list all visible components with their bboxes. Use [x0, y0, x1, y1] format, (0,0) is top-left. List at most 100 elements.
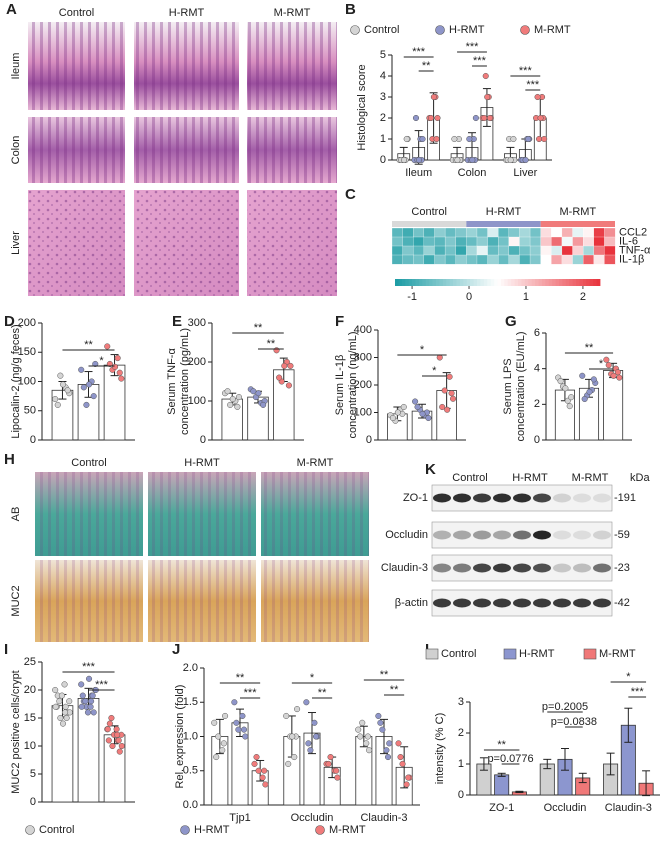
- data-point: [397, 754, 404, 761]
- legend-label: M-RMT: [534, 24, 571, 36]
- heatmap-cell: [551, 227, 563, 238]
- row-label: Ileum: [10, 53, 22, 80]
- heatmap-cell: [487, 227, 499, 238]
- data-point: [419, 410, 426, 417]
- y-tick-label: 4: [380, 70, 386, 82]
- data-point: [449, 395, 457, 402]
- heatmap-cell: [498, 227, 510, 238]
- staining-texture: [35, 560, 143, 642]
- data-point: [448, 390, 455, 397]
- data-point: [355, 726, 362, 733]
- blot-band: [573, 563, 591, 573]
- heatmap-cell: [423, 245, 435, 256]
- error-bar: [578, 772, 587, 784]
- colorbar-step: [425, 279, 430, 286]
- significance-label: **: [318, 687, 327, 699]
- blot-band: [433, 563, 451, 573]
- data-point: [305, 740, 312, 747]
- blot-band: [593, 493, 611, 503]
- data-point: [377, 719, 384, 726]
- blot-band: [513, 563, 531, 573]
- y-tick-label: 0: [30, 434, 36, 446]
- y-tick-label: 0: [534, 434, 540, 446]
- data-point: [412, 398, 419, 405]
- error-bar: [624, 707, 633, 743]
- data-point: [259, 774, 266, 781]
- y-tick-label: 20: [24, 684, 36, 696]
- data-point: [403, 135, 410, 143]
- heatmap-cell: [572, 245, 584, 256]
- blot-band: [553, 563, 571, 573]
- colorbar-step: [572, 279, 577, 286]
- panel-label: E: [172, 313, 182, 330]
- data-point: [466, 135, 473, 143]
- data-point: [84, 709, 92, 716]
- data-point: [285, 760, 292, 767]
- y-tick-label: 200: [18, 317, 36, 329]
- significance-label: *: [599, 358, 604, 370]
- blot-band: [433, 530, 451, 540]
- heatmap-cell: [604, 236, 616, 247]
- data-point: [57, 372, 64, 379]
- y-tick-label: 2.0: [183, 662, 198, 674]
- heatmap-cell: [476, 236, 489, 247]
- data-point: [383, 747, 390, 754]
- blot-band: [433, 598, 451, 608]
- colorbar-step: [456, 279, 461, 286]
- data-point: [327, 754, 334, 761]
- data-point: [303, 699, 310, 706]
- data-point: [89, 692, 96, 699]
- heatmap-cell: [582, 245, 595, 256]
- bar: [603, 370, 624, 441]
- heatmap-cell: [508, 236, 520, 247]
- data-point: [412, 114, 420, 122]
- colorbar-step: [494, 279, 498, 286]
- data-point: [579, 372, 586, 379]
- heatmap-cell: [391, 236, 404, 247]
- data-point: [507, 156, 514, 164]
- data-point: [430, 93, 437, 101]
- colorbar-step: [511, 279, 515, 286]
- data-point: [240, 726, 248, 733]
- data-point: [534, 93, 541, 101]
- heatmap-cell: [519, 254, 531, 265]
- data-point: [414, 403, 421, 411]
- data-point: [603, 356, 610, 363]
- heatmap-cell: [434, 254, 446, 265]
- legend-marker: [25, 825, 35, 835]
- y-axis-label: Lipocalin-2 (ng/g feces): [10, 324, 22, 438]
- protein-label: Occludin: [385, 529, 428, 541]
- column-label: M-RMT: [297, 457, 334, 469]
- data-point: [118, 375, 125, 382]
- heatmap-cell: [540, 254, 552, 265]
- group-bar: [392, 221, 467, 227]
- heatmap-cell: [498, 236, 510, 247]
- y-axis-label: MUC2 positive cells/crypt: [10, 670, 22, 793]
- colorbar-step: [439, 279, 444, 286]
- heatmap-cell: [391, 254, 404, 265]
- data-point: [57, 714, 64, 722]
- blot-band: [433, 493, 451, 503]
- heatmap-cell: [519, 236, 531, 247]
- kda-label: -59: [614, 529, 630, 541]
- colorbar-step: [524, 279, 529, 286]
- data-point: [537, 114, 544, 122]
- data-point: [610, 372, 617, 379]
- y-tick-label: 2: [534, 398, 540, 410]
- colorbar-step: [535, 279, 539, 286]
- y-tick-label: 0: [380, 154, 386, 166]
- y-tick-label: 0: [30, 796, 36, 808]
- y-axis-label: intensity (% C): [434, 713, 446, 785]
- y-tick-label: 1.5: [183, 696, 198, 708]
- heatmap-cell: [476, 254, 489, 265]
- data-point: [522, 156, 529, 164]
- heatmap-cell: [498, 254, 510, 265]
- data-point: [433, 135, 440, 143]
- significance-label: **: [585, 342, 594, 354]
- heatmap-cell: [434, 227, 446, 238]
- row-label: IL-1β: [619, 253, 644, 265]
- data-point: [78, 366, 85, 373]
- colorbar-tick-label: -1: [407, 291, 417, 303]
- data-point: [116, 748, 123, 755]
